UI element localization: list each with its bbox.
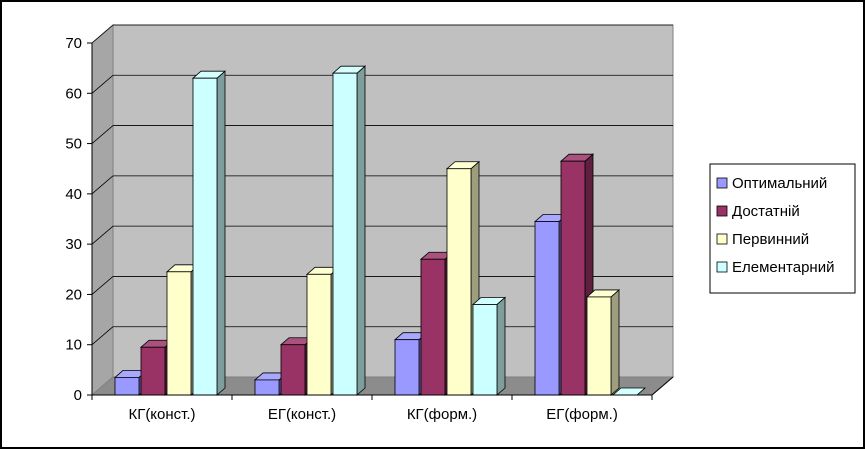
- y-tick-label: 0: [74, 387, 82, 404]
- x-tick-label: ЕГ(конст.): [268, 406, 336, 423]
- x-tick-label: ЕГ(форм.): [546, 406, 618, 423]
- bar-side: [356, 65, 366, 396]
- legend-swatch: [716, 233, 728, 245]
- y-tick-label: 70: [65, 35, 82, 52]
- legend-label: Первинний: [732, 231, 809, 248]
- bar-front: [534, 221, 560, 396]
- bar-front: [394, 339, 420, 396]
- y-tick-label: 30: [65, 236, 82, 253]
- y-tick-label: 10: [65, 337, 82, 354]
- gridline-side-60: [91, 74, 114, 94]
- bar-front: [192, 77, 218, 396]
- bar-front: [280, 344, 306, 396]
- bar-4-2: [331, 65, 367, 396]
- y-tick-label: 60: [65, 85, 82, 102]
- x-tick-label: КГ(форм.): [407, 406, 477, 423]
- bar-front: [560, 160, 586, 396]
- bar-3-3: [445, 160, 481, 396]
- bar-side: [496, 296, 506, 396]
- legend: Оптимальний Достатній Первинний Елементарни…: [709, 163, 856, 294]
- bar-side: [610, 289, 620, 396]
- legend-swatch: [716, 177, 728, 189]
- y-tick-label: 50: [65, 136, 82, 153]
- legend-swatch: [716, 261, 728, 273]
- gridline-side-20: [91, 276, 114, 295]
- bar-front: [332, 72, 358, 396]
- y-axis-ticks: 0 10 20 30 40 50 60 70: [65, 35, 92, 404]
- bar-4-3: [471, 296, 507, 396]
- x-axis-ticks: КГ(конст.) ЕГ(конст.) КГ(форм.) ЕГ(форм.): [91, 395, 653, 423]
- legend-label: Достатній: [732, 203, 800, 220]
- legend-swatch: [716, 205, 728, 217]
- bar-front: [140, 346, 166, 396]
- gridline-side-10: [91, 326, 114, 346]
- y-tick-label: 20: [65, 286, 82, 303]
- legend-label: Елементарний: [732, 259, 834, 276]
- bar-front: [446, 168, 472, 396]
- bar-front: [306, 273, 332, 396]
- bar-4-1: [191, 70, 227, 396]
- bar-side: [216, 70, 226, 396]
- bar-3-4: [585, 289, 621, 396]
- bar-front: [254, 379, 280, 396]
- gridline-side-70: [91, 24, 114, 44]
- bar-front: [114, 376, 140, 396]
- y-tick-label: 40: [65, 186, 82, 203]
- gridline-side-30: [91, 225, 114, 245]
- x-tick-label: КГ(конст.): [128, 406, 195, 423]
- gridline-side-50: [91, 125, 114, 144]
- gridline-side-40: [91, 175, 114, 195]
- bars: [113, 65, 647, 396]
- legend-box: [709, 163, 856, 294]
- legend-label: Оптимальний: [732, 175, 827, 192]
- plot-area: [90, 23, 675, 397]
- floor-edge: [651, 376, 674, 396]
- bar-front: [586, 296, 612, 396]
- bar-front: [420, 258, 446, 396]
- bar-front: [166, 271, 192, 396]
- side-wall: [91, 23, 114, 397]
- bar-front: [472, 304, 498, 396]
